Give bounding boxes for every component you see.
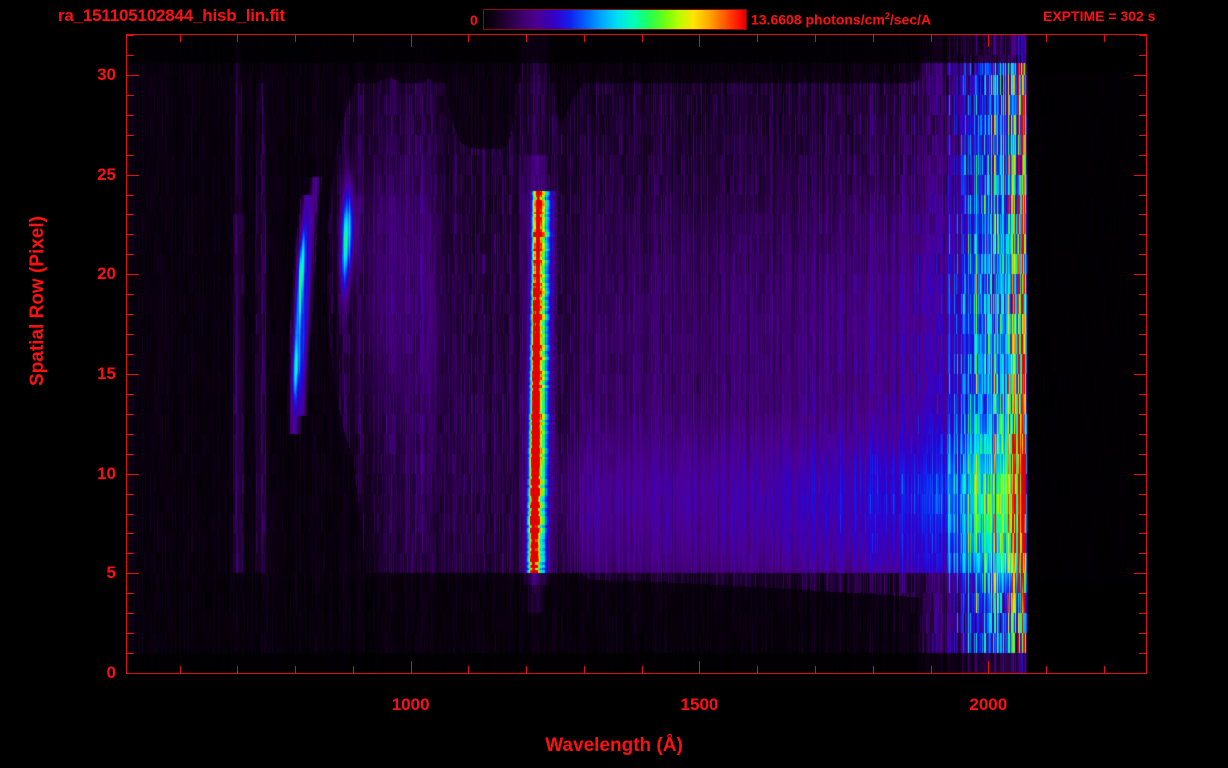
colorbar-units-tail: /sec/A [889,11,932,28]
exptime-label: EXPTIME = 302 s [1043,8,1156,24]
spectrogram-image [127,35,1146,673]
colorbar-gradient [483,9,747,30]
y-tick-label: 15 [97,363,116,383]
y-tick-label: 0 [106,663,116,682]
colorbar-min-label: 0 [470,12,478,28]
file-title: ra_151105102844_hisb_lin.fit [58,6,285,25]
colorbar-units: photons/cm [805,11,885,28]
y-tick-label: 10 [97,463,116,483]
y-tick-label: 20 [97,264,116,284]
x-axis-label: Wavelength (Å) [545,735,683,756]
y-tick-label: 5 [106,563,116,583]
x-tick-label: 2000 [969,695,1008,714]
y-tick-label: 30 [97,64,116,84]
colorbar-max-value: 13.6608 [751,11,802,28]
colorbar: 0 13.6608 photons/cm2/sec/A [470,7,960,31]
colorbar-max-label: 13.6608 photons/cm2/sec/A [751,11,931,28]
colorbar-units-exponent: 2 [884,11,890,21]
x-tick-label: 1500 [680,695,719,714]
x-tick-label: 1000 [391,695,430,714]
plot-frame [126,34,1147,674]
y-axis-label: Spatial Row (Pixel) [27,216,48,386]
y-tick-label: 25 [97,164,116,184]
